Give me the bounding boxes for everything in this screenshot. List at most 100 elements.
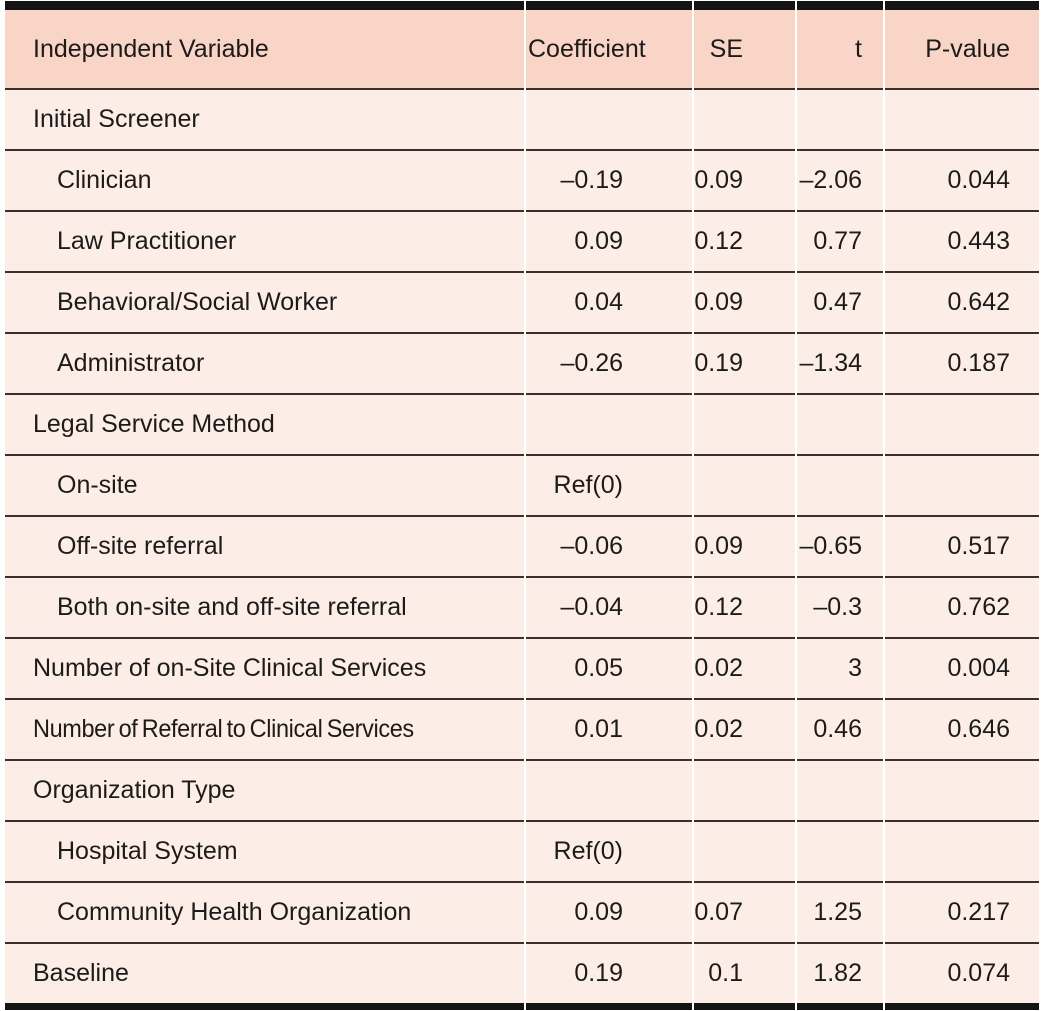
cell-t [797,820,883,881]
cell-coefficient: Ref(0) [526,820,692,881]
cell-value: Ref(0) [553,471,623,499]
cell-coefficient: 0.05 [526,637,692,698]
column-header-independent-variable: Independent Variable [5,1,524,88]
cell-value: –0.06 [560,532,623,560]
cell-p-value: 0.044 [885,149,1039,210]
cell-p-value [885,820,1039,881]
table-row: Law Practitioner 0.09 0.12 0.77 0.443 [5,210,1039,271]
cell-t: 0.77 [797,210,883,271]
table-row: Number of Referral to Clinical Services 0… [5,698,1039,759]
header-row: Independent Variable Coefficient SE t P-… [5,1,1039,88]
table-row: Number of on-Site Clinical Services 0.05 0… [5,637,1039,698]
cell-independent-variable: Law Practitioner [5,210,524,271]
cell-t [797,393,883,454]
cell-value: 0.09 [574,898,623,926]
row-label: Behavioral/Social Worker [57,288,338,316]
cell-se [694,393,795,454]
cell-coefficient: 0.19 [526,942,692,1010]
cell-independent-variable: Hospital System [5,820,524,881]
cell-value: 0.02 [694,715,743,743]
cell-value: 0.09 [694,166,743,194]
cell-value: –2.06 [799,166,862,194]
cell-p-value: 0.004 [885,637,1039,698]
cell-t: 1.82 [797,942,883,1010]
cell-value: 0.004 [947,654,1010,682]
cell-value: 0.642 [947,288,1010,316]
cell-p-value: 0.074 [885,942,1039,1010]
cell-se [694,759,795,820]
row-label: Legal Service Method [33,410,275,438]
cell-p-value [885,393,1039,454]
cell-value: 1.25 [813,898,862,926]
cell-coefficient: –0.19 [526,149,692,210]
cell-value: 0.12 [694,227,743,255]
row-label: Both on-site and off-site referral [57,593,407,621]
cell-coefficient: –0.04 [526,576,692,637]
cell-se: 0.12 [694,576,795,637]
table-body: Initial Screener Clinician –0.19 0.09 –2.06 0… [5,88,1039,1010]
cell-se: 0.09 [694,515,795,576]
table-row: Administrator –0.26 0.19 –1.34 0.187 [5,332,1039,393]
cell-coefficient: –0.26 [526,332,692,393]
cell-independent-variable: Number of Referral to Clinical Services [5,698,524,759]
row-label: On-site [57,471,138,499]
cell-independent-variable: Behavioral/Social Worker [5,271,524,332]
cell-coefficient: 0.04 [526,271,692,332]
section-row: Organization Type [5,759,1039,820]
cell-se: 0.19 [694,332,795,393]
cell-independent-variable: Administrator [5,332,524,393]
row-label: Hospital System [57,837,238,865]
cell-value: –1.34 [799,349,862,377]
cell-value: 0.762 [947,593,1010,621]
cell-t: 0.46 [797,698,883,759]
cell-value: 0.47 [813,288,862,316]
cell-t: –2.06 [797,149,883,210]
row-label: Baseline [33,959,129,987]
cell-value: 0.12 [694,593,743,621]
cell-independent-variable: Community Health Organization [5,881,524,942]
cell-value: 0.01 [574,715,623,743]
table-header: Independent Variable Coefficient SE t P-… [5,1,1039,88]
cell-t: 0.47 [797,271,883,332]
cell-se: 0.09 [694,149,795,210]
cell-independent-variable: Both on-site and off-site referral [5,576,524,637]
table-row: Off-site referral –0.06 0.09 –0.65 0.517 [5,515,1039,576]
cell-se [694,88,795,149]
cell-se [694,454,795,515]
cell-value: Ref(0) [553,837,623,865]
cell-independent-variable: Initial Screener [5,88,524,149]
cell-value: 0.05 [574,654,623,682]
cell-value: 0.1 [708,959,743,987]
cell-p-value [885,88,1039,149]
cell-t [797,759,883,820]
section-row: Legal Service Method [5,393,1039,454]
row-label: Clinician [57,166,152,194]
cell-t: 1.25 [797,881,883,942]
cell-value: 0.646 [947,715,1010,743]
cell-se: 0.1 [694,942,795,1010]
cell-independent-variable: Organization Type [5,759,524,820]
row-label: Off-site referral [57,532,224,560]
cell-coefficient: 0.09 [526,210,692,271]
cell-se: 0.09 [694,271,795,332]
cell-value: 0.074 [947,959,1010,987]
cell-independent-variable: Legal Service Method [5,393,524,454]
column-header-coefficient: Coefficient [526,1,692,88]
cell-t: 3 [797,637,883,698]
cell-coefficient [526,759,692,820]
cell-se: 0.12 [694,210,795,271]
cell-value: 0.07 [694,898,743,926]
cell-value: 0.09 [694,532,743,560]
cell-se: 0.02 [694,637,795,698]
cell-se [694,820,795,881]
row-label: Community Health Organization [57,898,412,926]
row-label: Organization Type [33,776,236,804]
cell-coefficient: Ref(0) [526,454,692,515]
cell-p-value: 0.517 [885,515,1039,576]
cell-value: 0.19 [574,959,623,987]
row-label: Administrator [57,349,205,377]
cell-t [797,454,883,515]
cell-se: 0.02 [694,698,795,759]
cell-p-value: 0.762 [885,576,1039,637]
cell-coefficient [526,393,692,454]
